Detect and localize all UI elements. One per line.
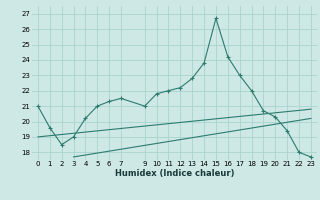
X-axis label: Humidex (Indice chaleur): Humidex (Indice chaleur) [115, 169, 234, 178]
